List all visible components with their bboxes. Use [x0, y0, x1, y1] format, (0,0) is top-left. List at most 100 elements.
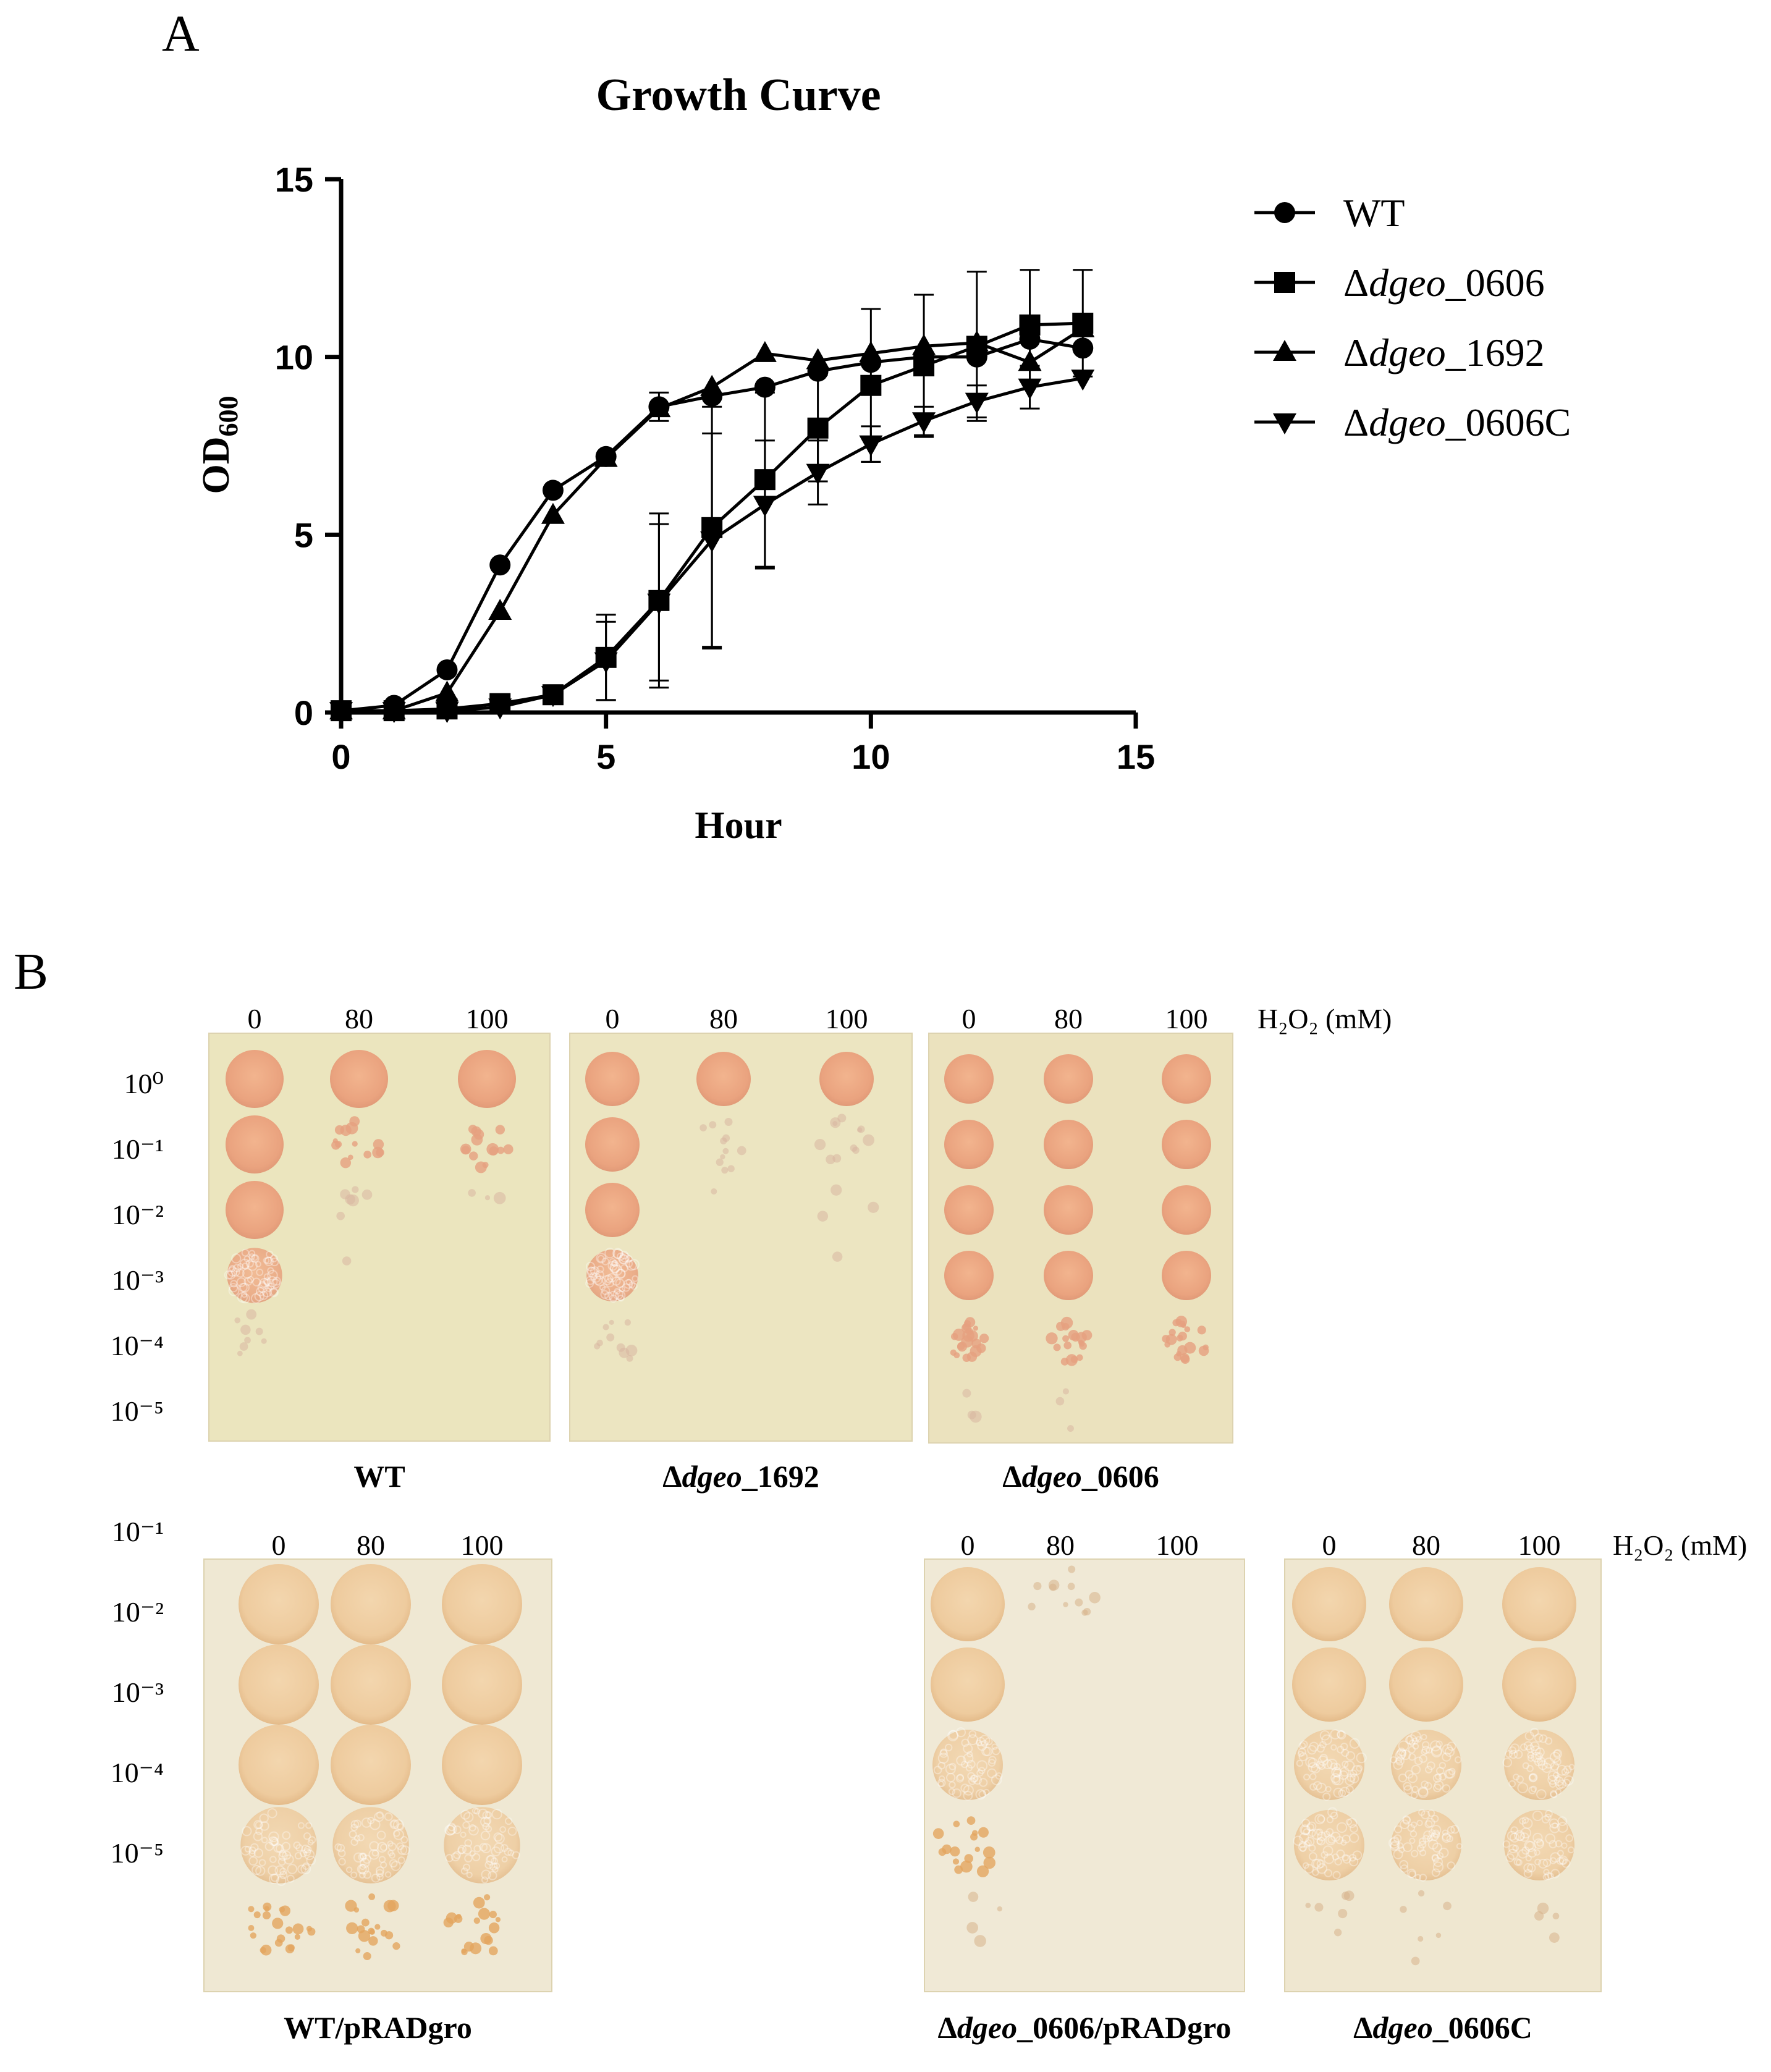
data-point-0606	[807, 417, 829, 439]
colony-spot	[468, 1189, 506, 1204]
colony-spot	[345, 1893, 400, 1960]
plate-label: Δdgeo_0606/pRADgro	[938, 2010, 1232, 2045]
y-axis-title-main: OD	[195, 437, 237, 494]
data-point-1692	[912, 334, 936, 355]
colony-spot	[1388, 1809, 1463, 1882]
concentration-label: 100	[1165, 1003, 1208, 1034]
colony-spot	[1044, 1054, 1093, 1104]
legend-item: Δdgeo_0606C	[1254, 400, 1571, 444]
colony-spot	[814, 1114, 875, 1165]
data-point-wt	[489, 554, 511, 576]
colony-spot	[817, 1184, 879, 1222]
colony-spot	[226, 1050, 284, 1108]
legend-label: WT	[1343, 191, 1405, 235]
colony-spot	[248, 1902, 316, 1956]
dilution-label: 10⁻⁴	[111, 1757, 164, 1788]
concentration-label: 100	[1156, 1529, 1199, 1561]
plate-wtpradgro: 0 80 100 WT/pRADgro	[203, 1529, 552, 2045]
growth-curve-chart: 0 5 10 15 0 5 10 15	[275, 160, 1155, 776]
y-tick-label: 0	[294, 693, 313, 732]
dilution-label: 10⁻⁵	[111, 1395, 164, 1427]
colony-spot	[1162, 1185, 1211, 1235]
colony-spot	[1400, 1890, 1452, 1966]
colony-spot	[1162, 1054, 1211, 1104]
colony-spot	[331, 1116, 384, 1169]
dilution-label: 10⁻³	[112, 1677, 164, 1708]
colony-spot	[1305, 1890, 1355, 1937]
data-point-0606c	[859, 435, 883, 457]
colony-spot	[700, 1118, 746, 1174]
colony-spot	[585, 1052, 640, 1106]
plate-label: Δdgeo_0606	[1002, 1459, 1159, 1494]
colony-spot	[932, 1816, 995, 1877]
data-point-0606	[913, 355, 935, 377]
data-point-0606c	[1018, 378, 1042, 400]
plate-0606c: 0 80 100 Δdgeo_0606C	[1284, 1529, 1602, 2045]
colony-spot	[931, 1647, 1005, 1722]
legend-item: Δdgeo_1692	[1254, 331, 1545, 374]
colony-spot	[1028, 1565, 1101, 1616]
concentration-label: 0	[272, 1529, 286, 1561]
plate-0606pradgro: 0 80 100 Δdgeo_0606/pRADgro	[924, 1529, 1245, 2045]
colony-spot	[1162, 1316, 1209, 1364]
dilution-label: 10⁻²	[112, 1596, 164, 1628]
data-point-1692	[1018, 350, 1042, 371]
data-point-0606	[1019, 314, 1041, 336]
colony-spot	[1390, 1730, 1462, 1800]
colony-spot	[594, 1319, 638, 1362]
colony-spot	[832, 1251, 843, 1262]
data-point-0606c	[912, 412, 936, 434]
legend-label: Δdgeo_0606C	[1343, 400, 1571, 444]
colony-spot	[1055, 1388, 1074, 1432]
data-point-0606c	[594, 652, 618, 674]
plate-label: WT/pRADgro	[284, 2010, 472, 2045]
concentration-label: 0	[1322, 1529, 1337, 1561]
x-tick-label: 5	[596, 737, 615, 776]
colony-spot	[931, 1567, 1005, 1641]
colony-spot	[226, 1115, 284, 1173]
colony-spot	[1389, 1647, 1463, 1722]
colony-spot	[239, 1725, 319, 1805]
colony-spot	[711, 1188, 717, 1195]
colony-spot	[585, 1248, 640, 1303]
legend-marker	[1273, 340, 1296, 361]
colony-spot	[458, 1050, 516, 1108]
colony-spot	[966, 1892, 1002, 1947]
dilution-label: 10⁰	[124, 1068, 164, 1099]
plate-label: WT	[353, 1459, 405, 1494]
concentration-label: 80	[1054, 1003, 1083, 1034]
legend-marker	[1273, 413, 1296, 434]
colony-spot	[234, 1309, 267, 1356]
spot-assay-row-2: 10⁻¹ 10⁻² 10⁻³ 10⁻⁴ 10⁻⁵ 0 80 100 WT/pRADgro 0 80 1…	[111, 1516, 1748, 2045]
colony-spot	[443, 1894, 501, 1956]
dilution-label: 10⁻³	[112, 1264, 164, 1296]
colony-spot	[1502, 1727, 1575, 1800]
data-point-0606c	[806, 463, 830, 485]
colony-spot	[1292, 1647, 1366, 1722]
data-point-0606c	[1071, 370, 1095, 391]
colony-spot	[1502, 1567, 1576, 1641]
colony-spot	[1294, 1729, 1367, 1801]
colony-spot	[1534, 1902, 1560, 1943]
data-point-0606c	[753, 496, 777, 517]
concentration-label: 0	[962, 1003, 976, 1034]
colony-spot	[1293, 1807, 1364, 1880]
data-point-0606c	[647, 593, 671, 615]
colony-spot	[944, 1120, 994, 1169]
colony-spot	[1046, 1316, 1093, 1366]
concentration-label: 100	[466, 1003, 509, 1034]
colony-spot	[331, 1644, 411, 1725]
data-point-1692	[594, 446, 618, 467]
x-tick-label: 10	[852, 737, 890, 776]
colony-spot	[1389, 1567, 1463, 1641]
colony-spot	[944, 1251, 994, 1300]
data-point-wt	[754, 376, 776, 398]
dilution-label: 10⁻¹	[112, 1133, 164, 1165]
colony-spot	[239, 1564, 319, 1644]
chart-axes: 0 5 10 15 0 5 10 15	[275, 160, 1155, 776]
concentration-label: 80	[1046, 1529, 1075, 1561]
colony-spot	[1162, 1251, 1211, 1300]
y-tick-label: 15	[275, 160, 313, 199]
dilution-label: 10⁻¹	[112, 1516, 164, 1547]
